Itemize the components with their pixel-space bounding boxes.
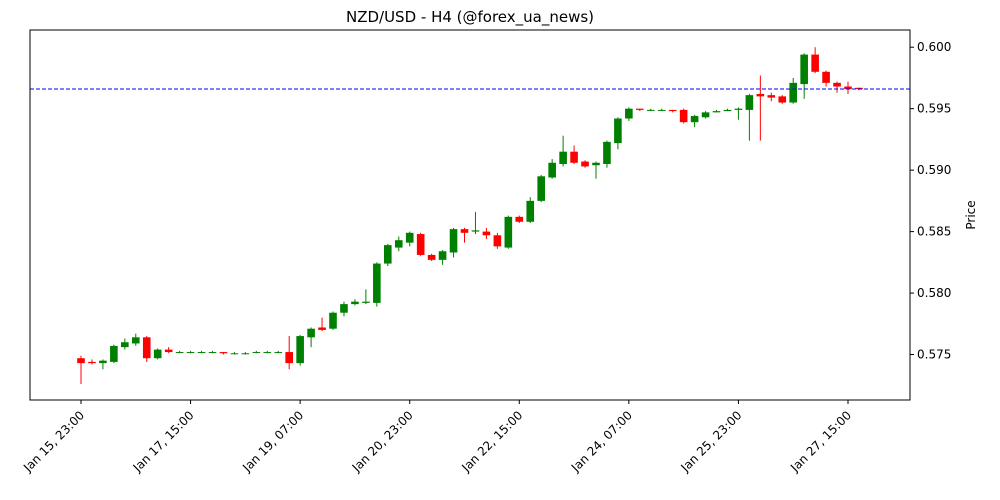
candle-body [449,229,458,253]
candle-body [767,95,776,98]
candle-body [570,151,578,163]
candle-body [559,151,567,164]
candle-body [405,232,414,243]
candle-body [153,349,162,359]
candle-body [800,54,808,85]
candle-body [438,251,447,260]
plot-frame [29,29,911,401]
candle-body [701,112,710,118]
candle-body [175,352,184,354]
candle-body [482,231,491,236]
candle-body [252,352,261,354]
candle-body [373,263,381,303]
y-axis-label: Price [964,200,978,229]
candle-body [318,327,326,330]
candle-body [384,245,392,264]
y-tick-label: 0.595 [917,102,951,116]
candle-body [690,116,699,123]
y-tick-label: 0.600 [917,40,951,54]
candle-body [131,337,140,344]
candle-body [493,235,502,247]
candle-body [833,82,841,87]
candle-body [581,161,589,167]
candle-body [416,234,425,255]
candle-body [526,200,535,222]
candle-body [164,349,173,353]
candle-body [230,353,239,355]
candle-body [197,352,206,354]
candle-body [636,108,644,110]
candle-body [822,71,830,83]
candle-body [471,230,480,232]
candle-body [592,162,600,166]
candle-body [614,118,622,144]
y-tick-label: 0.575 [917,348,951,362]
candle-body [285,352,293,364]
candle-body [427,254,436,260]
candle-body [296,336,304,364]
candle-body [362,301,370,303]
chart-title: NZD/USD - H4 (@forex_ua_news) [346,8,594,27]
candle-body [657,109,666,111]
candle-body [734,108,743,110]
candle-body [723,109,732,112]
candle-body [121,342,129,348]
y-tick-label: 0.590 [917,163,951,177]
candle-body [789,82,798,103]
candle-body [778,96,787,103]
candle-body [504,216,513,248]
candle-body [855,87,863,90]
candle-body [263,352,272,354]
candle-body [603,141,611,164]
candle-body [241,353,250,355]
candle-body [668,109,677,112]
candle-body [679,109,688,123]
candle-body [394,240,403,248]
candle-body [756,93,765,97]
candle-body [340,304,348,313]
candle-body [351,301,359,305]
candle-body [548,162,556,178]
candle-body [460,229,469,233]
candle-body [110,345,118,362]
candle-body [329,312,337,329]
y-tick-label: 0.580 [917,286,951,300]
candle-body [811,54,819,72]
candle-body [537,176,545,201]
candle-body [88,361,96,364]
candle-body [515,216,524,222]
candle-body [186,352,195,354]
candle-body [646,109,655,111]
candle-body [219,352,228,354]
candle-body [142,337,151,359]
candle-body [208,352,217,354]
candle-body [745,95,754,110]
candle-body [307,328,315,338]
y-tick-label: 0.585 [917,225,951,239]
candle-body [99,360,107,364]
candle-body [625,108,633,119]
candle-body [712,111,721,113]
candle-body [844,86,852,90]
candle-body [274,352,283,354]
candle-body [77,358,85,364]
